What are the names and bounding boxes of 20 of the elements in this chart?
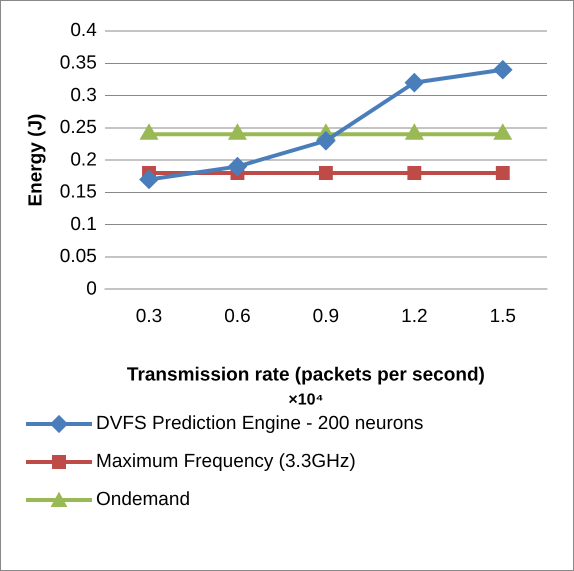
- y-tick-label: 0.35: [60, 52, 97, 74]
- x-tick-label: 0.9: [312, 306, 340, 327]
- legend-label: Maximum Frequency (3.3GHz): [96, 451, 356, 472]
- x-tick-label: 1.2: [401, 306, 428, 327]
- y-axis-title: Energy (J): [26, 114, 47, 207]
- y-tick-label: 0.25: [60, 117, 97, 138]
- y-tick-label: 0.3: [70, 84, 97, 106]
- y-tick-label: 0: [86, 278, 97, 300]
- y-tick-label: 0.4: [70, 20, 98, 42]
- y-tick-label: 0.05: [60, 246, 97, 268]
- legend-label: Ondemand: [96, 489, 190, 510]
- y-tick-label: 0.15: [60, 182, 97, 203]
- x-axis-title: Transmission rate (packets per second): [126, 364, 485, 386]
- x-tick-label: 0.3: [136, 306, 162, 327]
- y-tick-label: 0.1: [70, 214, 97, 235]
- x-tick-label: 1.5: [490, 306, 516, 327]
- x-tick-label: 0.6: [224, 306, 251, 327]
- y-tick-label: 0.2: [70, 149, 97, 170]
- legend-label: DVFS Prediction Engine - 200 neurons: [96, 413, 424, 434]
- text: ×10⁴: [288, 391, 324, 408]
